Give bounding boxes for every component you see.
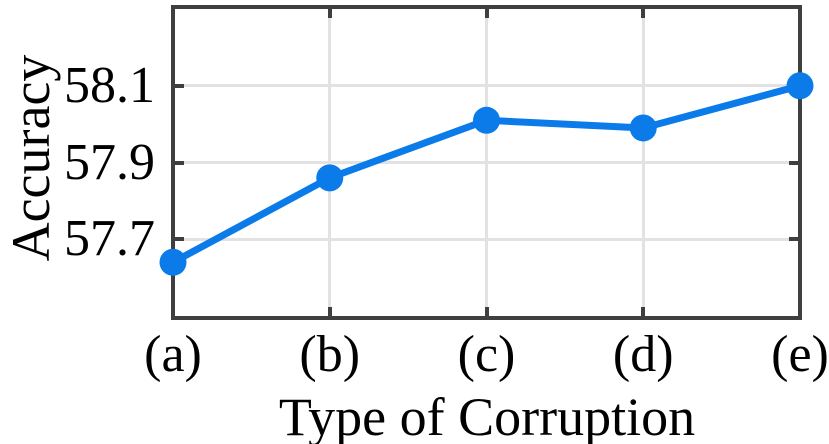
x-tick-label: (a) (144, 326, 202, 383)
y-axis-tick-left (175, 83, 184, 88)
y-tick-label: 57.7 (64, 210, 155, 268)
v-gridline (641, 9, 645, 316)
x-axis-tick-top (327, 9, 332, 18)
x-axis-tick-top (641, 9, 646, 18)
x-axis-label: Type of Corruption (278, 387, 696, 444)
x-tick-label: (d) (612, 326, 674, 383)
y-axis-label: Accuracy (1, 54, 61, 262)
plot-area (171, 5, 802, 320)
y-axis-tick-right (789, 83, 798, 88)
y-axis-tick-right (789, 160, 798, 165)
x-axis-tick-top (484, 9, 489, 18)
x-tick-label: (c) (457, 326, 516, 383)
x-tick-label: (b) (299, 326, 361, 383)
v-gridline (328, 9, 332, 316)
y-axis-tick-right (789, 237, 798, 242)
x-axis-tick-bottom (327, 307, 332, 316)
y-axis-tick-left (175, 237, 184, 242)
v-gridline (485, 9, 488, 316)
y-tick-label: 57.9 (64, 133, 155, 191)
y-tick-label: 58.1 (64, 56, 155, 114)
x-axis-tick-bottom (641, 307, 646, 316)
x-axis-tick-bottom (484, 307, 489, 316)
x-tick-label: (e) (771, 326, 829, 383)
y-axis-tick-left (175, 160, 184, 165)
